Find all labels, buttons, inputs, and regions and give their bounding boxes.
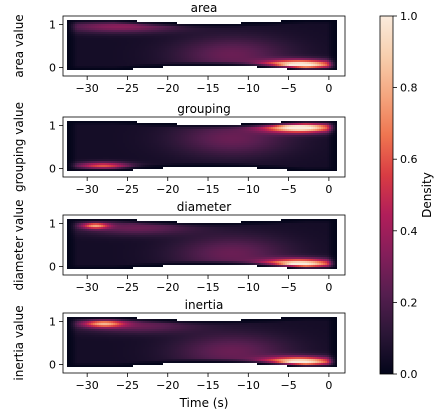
plot-frame <box>62 214 346 276</box>
y-axis-label: diameter value <box>12 200 26 291</box>
x-tick-label: −5 <box>280 379 296 392</box>
x-tick-label: −15 <box>196 82 219 95</box>
x-tick-label: 0 <box>325 281 332 294</box>
colorbar-label: Density <box>420 172 434 218</box>
colorbar-tick-label: 0.6 <box>400 153 418 166</box>
x-tick-label: −20 <box>156 82 179 95</box>
y-tick-label: 0 <box>49 162 56 175</box>
x-tick-label: −10 <box>237 379 260 392</box>
x-tick-label: −5 <box>280 281 296 294</box>
plot-frame <box>62 116 346 178</box>
x-tick-label: −25 <box>116 281 139 294</box>
x-tick-label: −30 <box>76 82 99 95</box>
colorbar-gradient <box>379 15 394 375</box>
x-tick-label: 0 <box>325 379 332 392</box>
x-tick-label: −15 <box>196 183 219 196</box>
x-tick-label: −20 <box>156 379 179 392</box>
x-tick-label: −15 <box>196 281 219 294</box>
colorbar-tick-label: 1.0 <box>400 10 418 23</box>
x-tick-label: −30 <box>76 183 99 196</box>
density-cells <box>63 215 346 276</box>
y-tick-label: 1 <box>49 218 56 231</box>
plot-frame <box>62 15 346 77</box>
x-tick-label: −10 <box>237 82 260 95</box>
x-tick-label: −25 <box>116 183 139 196</box>
x-tick-label: −10 <box>237 281 260 294</box>
y-axis-label: grouping value <box>12 102 26 192</box>
colorbar-tick-label: 0.0 <box>400 368 418 381</box>
x-tick-label: −25 <box>116 379 139 392</box>
x-tick-label: 0 <box>325 82 332 95</box>
panel-inertia: inertia inertia value 0 1 −30 −25 −20 −15 −10 −5 0 <box>12 298 346 392</box>
y-axis-label: inertia value <box>12 305 26 380</box>
y-tick-label: 0 <box>49 61 56 74</box>
y-tick-label: 1 <box>49 120 56 133</box>
colorbar-tick-label: 0.4 <box>400 225 418 238</box>
x-tick-label: −30 <box>76 281 99 294</box>
colorbar-ticks: 0.0 0.2 0.4 0.6 0.8 1.0 <box>393 10 418 381</box>
x-axis-label: Time (s) <box>179 396 229 410</box>
density-cells <box>63 16 346 77</box>
x-tick-label: −10 <box>237 183 260 196</box>
panel-title: diameter <box>177 200 231 214</box>
colorbar: 0.0 0.2 0.4 0.6 0.8 1.0 Density <box>379 10 434 381</box>
x-tick-label: −15 <box>196 379 219 392</box>
y-tick-label: 1 <box>49 19 56 32</box>
x-tick-label: 0 <box>325 183 332 196</box>
colorbar-tick-label: 0.8 <box>400 82 418 95</box>
y-tick-label: 0 <box>49 260 56 273</box>
density-cells <box>63 117 346 178</box>
colorbar-tick-label: 0.2 <box>400 296 418 309</box>
panel-grouping: grouping grouping value 0 1 −30 −25 −20 −15 −10 −… <box>12 102 346 196</box>
x-tick-label: −20 <box>156 281 179 294</box>
x-tick-label: −30 <box>76 379 99 392</box>
y-tick-label: 1 <box>49 316 56 329</box>
y-tick-label: 0 <box>49 358 56 371</box>
x-tick-label: −5 <box>280 183 296 196</box>
panel-title: grouping <box>177 102 230 116</box>
y-axis-label: area value <box>12 14 26 77</box>
x-tick-label: −25 <box>116 82 139 95</box>
density-cells <box>63 313 346 374</box>
x-tick-label: −20 <box>156 183 179 196</box>
plot-frame <box>62 312 346 374</box>
panel-title: inertia <box>185 298 224 312</box>
panel-diameter: diameter diameter value 0 1 −30 −25 −20 −15 −10 −… <box>12 200 346 294</box>
panel-area: area area value 0 1 −30 −25 −20 −15 −10 −5 0 <box>12 1 346 95</box>
panel-title: area <box>191 1 218 15</box>
x-tick-label: −5 <box>280 82 296 95</box>
